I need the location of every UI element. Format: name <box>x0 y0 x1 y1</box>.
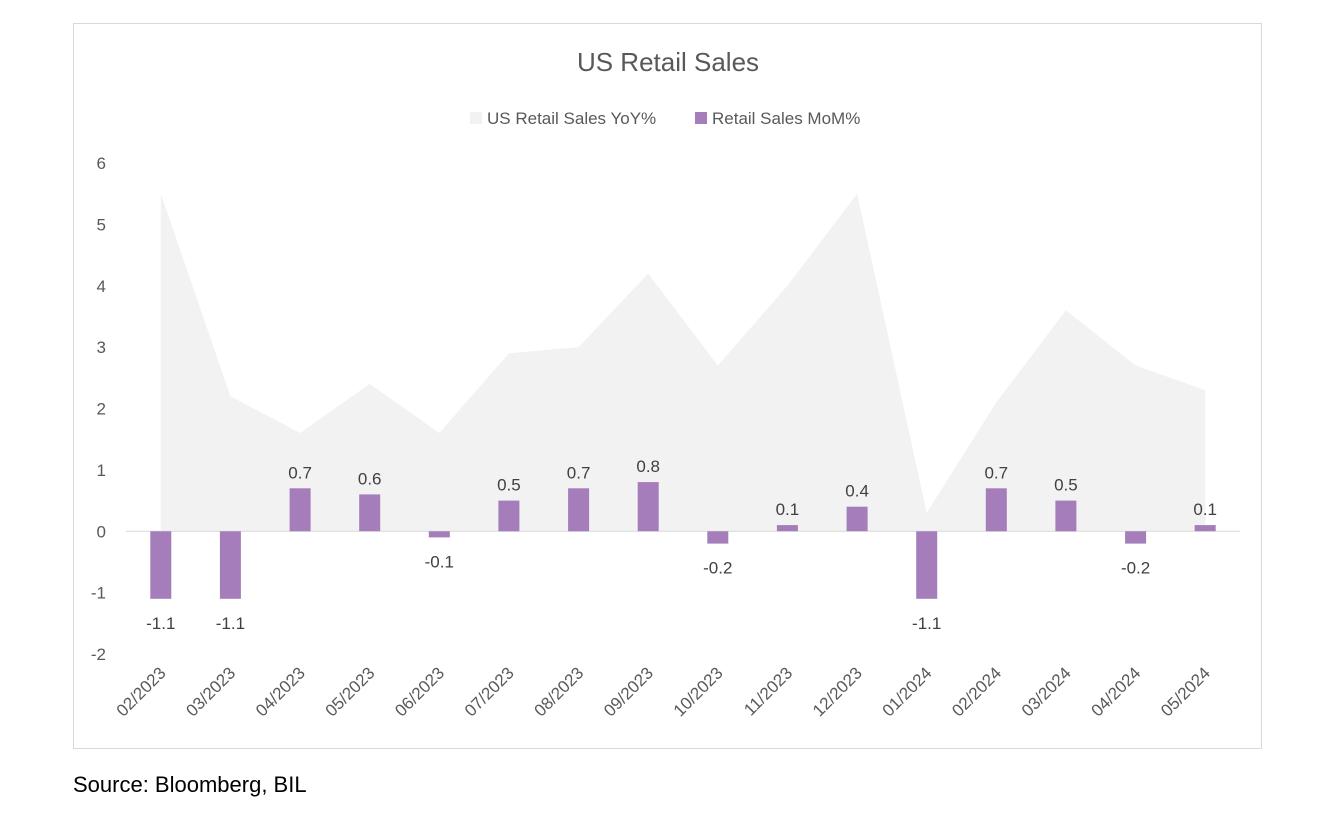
source-note: Source: Bloomberg, BIL <box>73 772 307 797</box>
mom-data-label: -1.1 <box>146 614 175 633</box>
x-tick-label: 03/2023 <box>182 663 239 720</box>
mom-data-label: -0.2 <box>703 559 732 578</box>
x-tick-label: 03/2024 <box>1018 663 1075 720</box>
mom-data-label: -0.2 <box>1121 559 1150 578</box>
mom-data-label: 0.7 <box>288 463 312 482</box>
mom-bar <box>150 531 172 599</box>
x-axis-ticks: 02/2023 03/2023 04/2023 05/2023 06/2023 07/20… <box>113 663 1214 720</box>
y-tick-label: 1 <box>97 461 106 480</box>
y-tick-label: -1 <box>91 584 106 603</box>
x-tick-label: 09/2023 <box>600 663 657 720</box>
y-tick-label: 0 <box>97 522 106 541</box>
legend-label-yoy: US Retail Sales YoY% <box>487 109 656 128</box>
x-tick-label: 07/2023 <box>461 663 518 720</box>
mom-data-label: 0.5 <box>1054 476 1078 495</box>
mom-data-label: 0.6 <box>358 469 382 488</box>
y-tick-label: -2 <box>91 645 106 664</box>
mom-bar <box>776 525 798 532</box>
chart-frame: US Retail Sales US Retail Sales YoY% Ret… <box>73 23 1262 749</box>
mom-data-labels: -1.1 -1.1 0.7 0.6 -0.1 0.5 0.7 0.8 -0.2 0.1 0.4 -1.… <box>146 457 1217 633</box>
y-axis-ticks: -2 -1 0 1 2 3 4 5 6 <box>91 154 106 664</box>
y-tick-label: 5 <box>97 215 106 234</box>
mom-data-label: -1.1 <box>216 614 245 633</box>
retail-sales-chart: US Retail Sales US Retail Sales YoY% Ret… <box>91 47 1240 720</box>
mom-bar-series <box>150 482 1216 599</box>
x-tick-label: 02/2023 <box>113 663 170 720</box>
y-tick-label: 4 <box>97 277 106 296</box>
mom-data-label: 0.1 <box>1193 500 1217 519</box>
chart-title: US Retail Sales <box>577 47 759 77</box>
mom-bar <box>568 488 590 532</box>
mom-bar <box>707 531 729 544</box>
x-tick-label: 04/2023 <box>252 663 309 720</box>
mom-data-label: 0.8 <box>636 457 660 476</box>
mom-bar <box>289 488 311 532</box>
mom-data-label: 0.7 <box>984 463 1008 482</box>
x-tick-label: 04/2024 <box>1088 663 1145 720</box>
legend-label-mom: Retail Sales MoM% <box>712 109 860 128</box>
mom-bar <box>359 494 381 532</box>
x-tick-label: 05/2024 <box>1157 663 1214 720</box>
mom-data-label: -0.1 <box>425 552 454 571</box>
mom-data-label: 0.1 <box>776 500 800 519</box>
y-tick-label: 6 <box>97 154 106 173</box>
mom-bar <box>637 482 659 532</box>
legend-swatch-mom <box>695 112 707 124</box>
legend-swatch-yoy <box>470 112 482 124</box>
mom-bar <box>219 531 241 599</box>
mom-bar <box>498 500 520 532</box>
x-tick-label: 12/2023 <box>809 663 866 720</box>
x-tick-label: 05/2023 <box>322 663 379 720</box>
mom-bar <box>428 531 450 538</box>
mom-bar <box>916 531 938 599</box>
y-tick-label: 3 <box>97 338 106 357</box>
mom-data-label: 0.5 <box>497 476 521 495</box>
mom-bar <box>1194 525 1216 532</box>
mom-data-label: 0.4 <box>845 482 869 501</box>
mom-data-label: 0.7 <box>567 463 591 482</box>
x-tick-label: 02/2024 <box>948 663 1005 720</box>
mom-bar <box>985 488 1007 532</box>
x-tick-label: 01/2024 <box>879 663 936 720</box>
mom-bar <box>846 506 868 532</box>
x-tick-label: 10/2023 <box>670 663 727 720</box>
legend: US Retail Sales YoY% Retail Sales MoM% <box>470 109 860 128</box>
mom-data-label: -1.1 <box>912 614 941 633</box>
mom-bar <box>1055 500 1077 532</box>
x-tick-label: 06/2023 <box>391 663 448 720</box>
y-tick-label: 2 <box>97 400 106 419</box>
x-tick-label: 08/2023 <box>531 663 588 720</box>
x-tick-label: 11/2023 <box>740 663 796 719</box>
mom-bar <box>1125 531 1147 544</box>
yoy-area-series <box>160 193 1206 532</box>
